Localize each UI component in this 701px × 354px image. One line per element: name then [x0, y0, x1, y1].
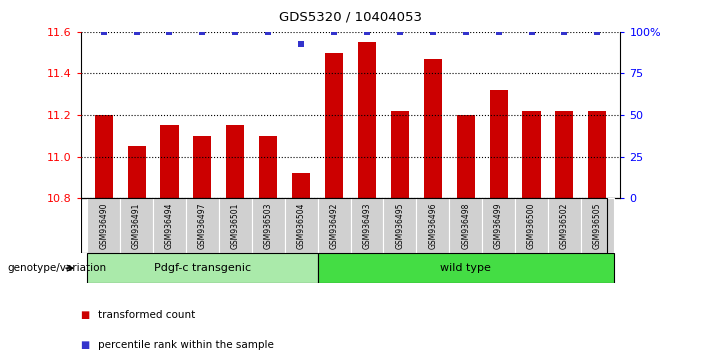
Bar — [95, 115, 113, 198]
FancyBboxPatch shape — [482, 198, 515, 253]
Bar — [325, 53, 343, 198]
FancyBboxPatch shape — [186, 198, 219, 253]
Text: GSM936502: GSM936502 — [560, 202, 569, 249]
FancyBboxPatch shape — [383, 198, 416, 253]
Text: ■: ■ — [81, 340, 90, 350]
Text: GSM936495: GSM936495 — [395, 202, 404, 249]
FancyBboxPatch shape — [87, 198, 120, 253]
Text: wild type: wild type — [440, 263, 491, 273]
Bar — [259, 136, 278, 198]
FancyBboxPatch shape — [515, 198, 548, 253]
Bar — [358, 42, 376, 198]
Text: GSM936499: GSM936499 — [494, 202, 503, 249]
Text: ■: ■ — [81, 310, 90, 320]
Bar — [456, 115, 475, 198]
Text: GSM936497: GSM936497 — [198, 202, 207, 249]
FancyBboxPatch shape — [416, 198, 449, 253]
Text: GSM936501: GSM936501 — [231, 202, 240, 249]
Bar — [555, 111, 573, 198]
Text: GSM936496: GSM936496 — [428, 202, 437, 249]
Bar — [128, 146, 146, 198]
FancyBboxPatch shape — [120, 198, 153, 253]
Text: GSM936493: GSM936493 — [362, 202, 372, 249]
Text: percentile rank within the sample: percentile rank within the sample — [98, 340, 274, 350]
Text: GSM936492: GSM936492 — [329, 202, 339, 249]
Text: GSM936505: GSM936505 — [593, 202, 602, 249]
FancyBboxPatch shape — [581, 198, 614, 253]
Text: GSM936503: GSM936503 — [264, 202, 273, 249]
Text: GSM936494: GSM936494 — [165, 202, 174, 249]
Bar — [522, 111, 540, 198]
Bar — [226, 125, 245, 198]
Text: GSM936498: GSM936498 — [461, 202, 470, 249]
Bar — [489, 90, 508, 198]
Text: transformed count: transformed count — [98, 310, 196, 320]
FancyBboxPatch shape — [318, 198, 350, 253]
Bar — [193, 136, 212, 198]
Text: Pdgf-c transgenic: Pdgf-c transgenic — [154, 263, 251, 273]
Text: genotype/variation: genotype/variation — [7, 263, 106, 273]
FancyBboxPatch shape — [153, 198, 186, 253]
FancyBboxPatch shape — [252, 198, 285, 253]
FancyBboxPatch shape — [350, 198, 383, 253]
FancyBboxPatch shape — [87, 253, 318, 283]
Bar — [292, 173, 310, 198]
FancyBboxPatch shape — [548, 198, 581, 253]
Bar — [588, 111, 606, 198]
Text: GSM936490: GSM936490 — [99, 202, 108, 249]
Text: GSM936491: GSM936491 — [132, 202, 141, 249]
FancyBboxPatch shape — [449, 198, 482, 253]
Bar — [423, 59, 442, 198]
FancyBboxPatch shape — [318, 253, 614, 283]
Text: GDS5320 / 10404053: GDS5320 / 10404053 — [279, 11, 422, 24]
Bar — [161, 125, 179, 198]
Text: GSM936504: GSM936504 — [297, 202, 306, 249]
Bar — [391, 111, 409, 198]
FancyBboxPatch shape — [285, 198, 318, 253]
FancyBboxPatch shape — [219, 198, 252, 253]
Text: GSM936500: GSM936500 — [527, 202, 536, 249]
